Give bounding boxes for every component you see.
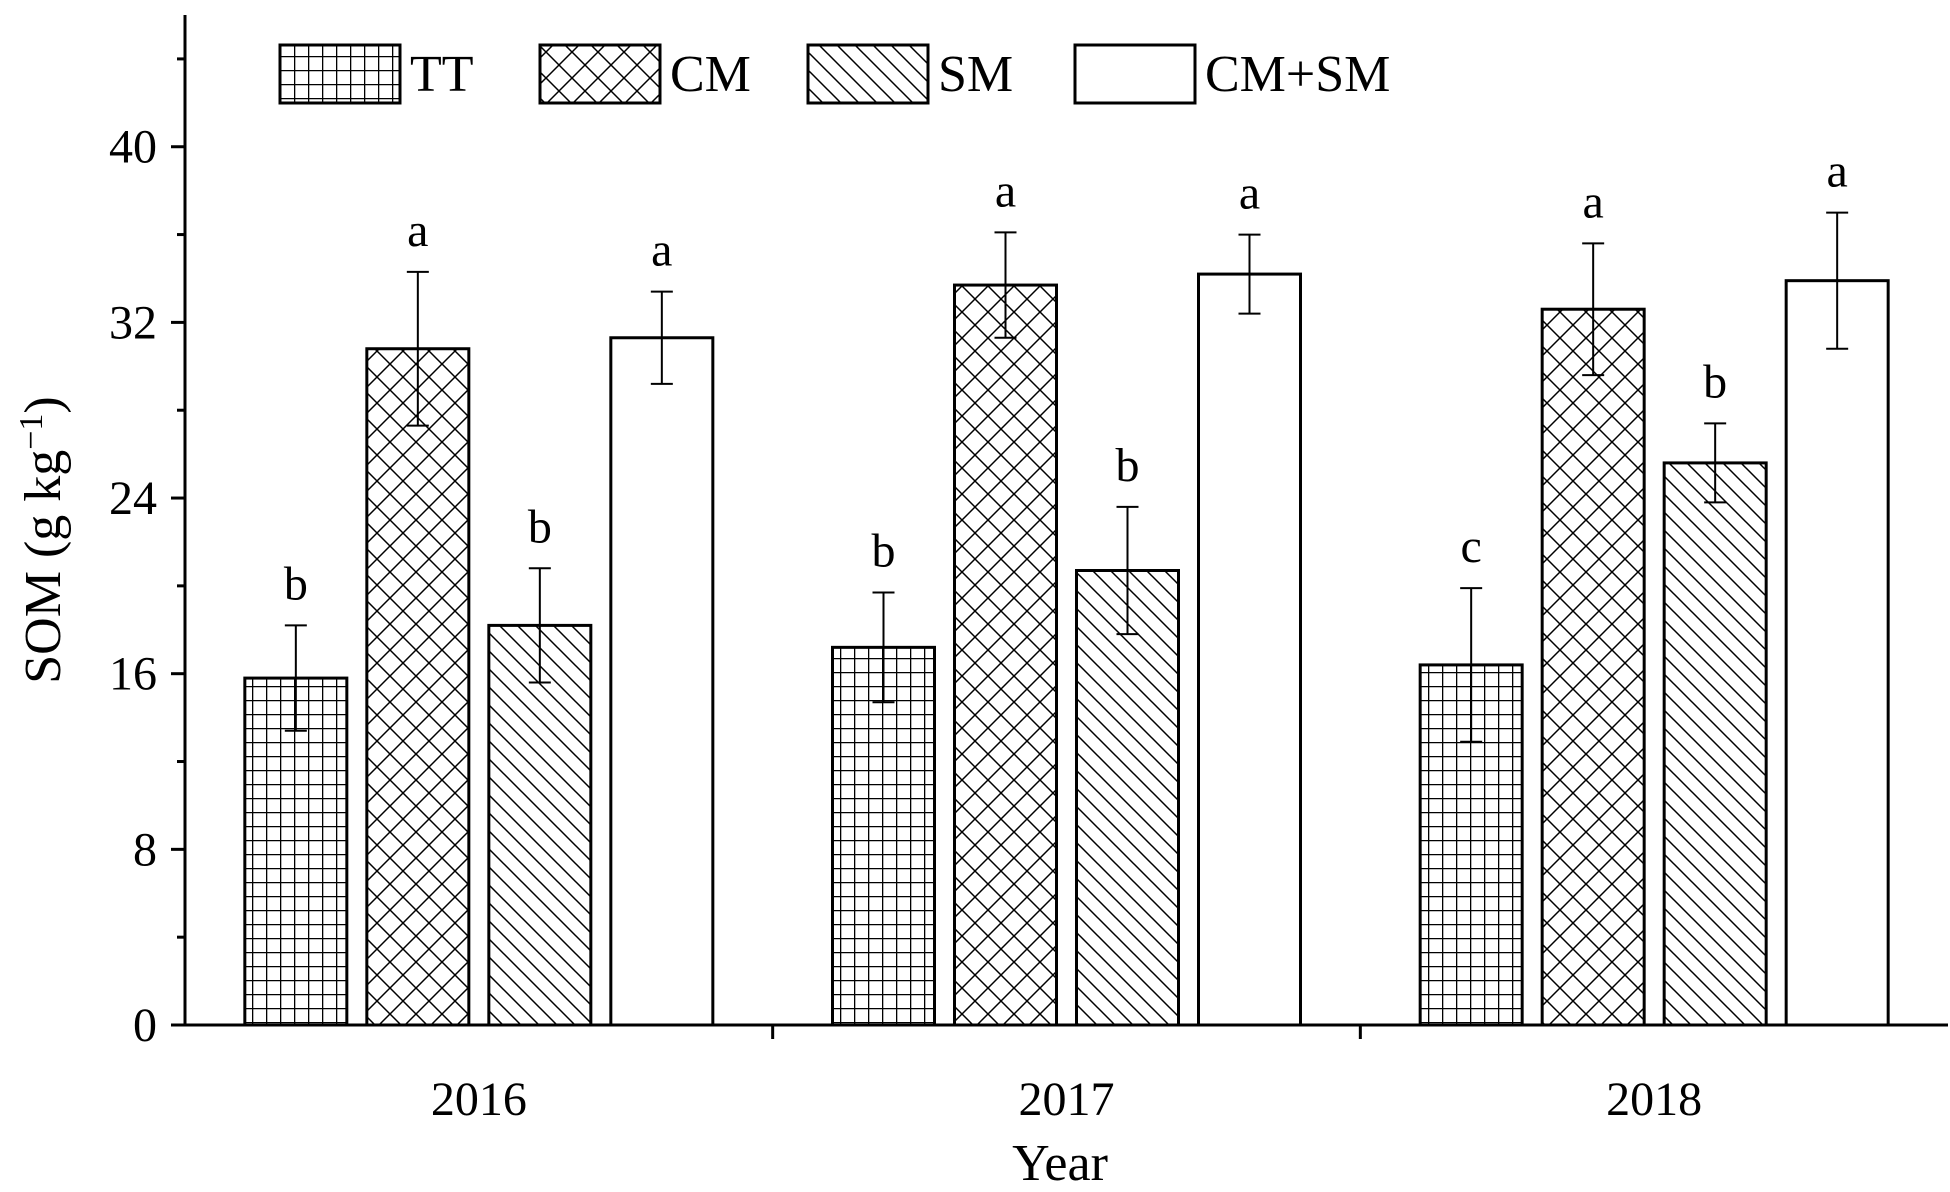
- y-tick-label: 16: [109, 648, 157, 701]
- significance-label: b: [1703, 355, 1727, 408]
- significance-label: b: [528, 500, 552, 553]
- bar: [1197, 272, 1302, 1027]
- legend-label: SM: [938, 46, 1013, 103]
- legend-swatch: [1073, 43, 1197, 105]
- significance-label: b: [284, 557, 308, 610]
- legend-swatch: [806, 43, 930, 105]
- x-axis-title: Year: [1012, 1135, 1108, 1192]
- legend-label: TT: [410, 46, 474, 103]
- y-tick-label: 8: [133, 823, 157, 876]
- axes: 0 8 16 24 32 40 2016 2017 2018: [109, 15, 1948, 1126]
- y-tick-label: 40: [109, 121, 157, 174]
- y-axis-title-exponent: −1: [13, 414, 50, 450]
- significance-label: b: [1116, 439, 1140, 492]
- significance-label: a: [1827, 145, 1848, 198]
- bar: [365, 347, 471, 1027]
- y-axis-title: SOM (g kg−1): [13, 396, 72, 684]
- y-axis-title-close: ): [15, 396, 72, 413]
- x-tick-label: 2018: [1606, 1073, 1702, 1126]
- y-tick-label: 0: [133, 999, 157, 1052]
- x-tick-label: 2017: [1019, 1073, 1115, 1126]
- bar: [1662, 461, 1768, 1027]
- legend-label: CM: [670, 46, 751, 103]
- y-tick-label: 24: [109, 472, 157, 525]
- significance-label: b: [872, 524, 896, 577]
- significance-label: a: [407, 204, 428, 257]
- bar: [953, 283, 1058, 1027]
- bar: [1784, 279, 1890, 1027]
- x-tick-label: 2016: [431, 1073, 527, 1126]
- significance-label: c: [1461, 520, 1482, 573]
- legend: TT CM SM CM+SM: [278, 43, 1390, 105]
- y-tick-label: 32: [109, 296, 157, 349]
- significance-label: a: [995, 164, 1016, 217]
- bar: [1075, 569, 1180, 1027]
- bar: [487, 623, 593, 1027]
- legend-swatch: [538, 43, 662, 105]
- significance-label: a: [1239, 167, 1260, 220]
- bar: [609, 336, 715, 1027]
- legend-label: CM+SM: [1205, 46, 1390, 103]
- bar: [1540, 307, 1646, 1027]
- y-axis-title-main: SOM (g kg: [15, 450, 72, 684]
- significance-label: a: [651, 224, 672, 277]
- legend-swatch: [278, 43, 402, 105]
- bar: [831, 645, 936, 1027]
- significance-label: a: [1583, 175, 1604, 228]
- bars: b b c a a a b b b a a a: [243, 145, 1890, 1027]
